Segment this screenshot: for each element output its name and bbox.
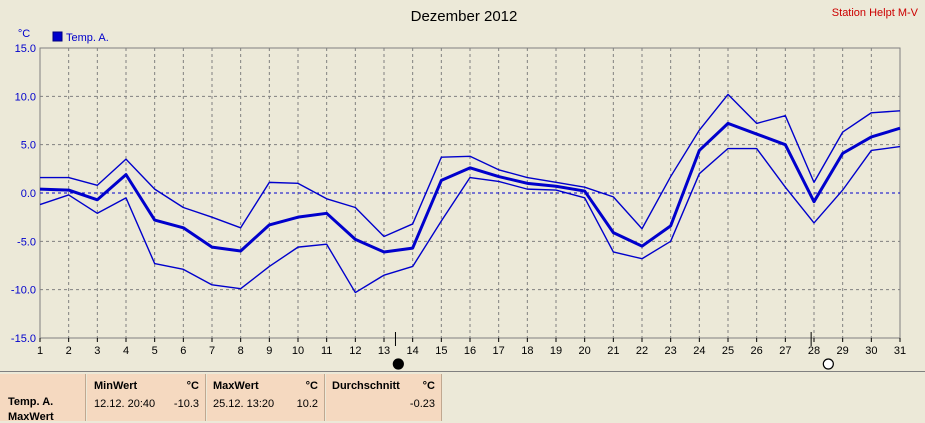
y-axis-ticks: 15.0 10.0 5.0 0.0 -5.0 -10.0 -15.0 <box>11 43 36 345</box>
y-tick-label: 10.0 <box>15 91 36 103</box>
legend-label: Temp. A. <box>66 32 109 44</box>
average-value-box: Durchschnitt °C -0.23 <box>326 374 442 421</box>
grid <box>40 48 900 338</box>
x-tick-label: 18 <box>521 345 533 357</box>
x-tick-label: 22 <box>636 345 648 357</box>
max-value: 10.2 <box>296 398 318 410</box>
extreme-marker-max <box>822 358 834 370</box>
min-value: -10.3 <box>173 398 199 410</box>
x-tick-label: 27 <box>779 345 791 357</box>
station-label: Station Helpt M-V <box>832 7 919 19</box>
series-line-min <box>39 145 901 294</box>
y-tick-label: -10.0 <box>11 285 36 297</box>
legend-swatch <box>52 31 63 42</box>
x-tick-label: 16 <box>464 345 476 357</box>
x-tick-label: 14 <box>407 345 419 357</box>
min-header: MinWert <box>94 380 138 392</box>
x-tick-label: 11 <box>321 345 332 357</box>
min-value-box: MinWert °C 12.12. 20:40 -10.3 <box>87 374 206 421</box>
x-tick-label: 30 <box>865 345 877 357</box>
y-tick-label: -5.0 <box>17 236 36 248</box>
extreme-markers <box>392 332 834 370</box>
chart-title: Dezember 2012 <box>411 8 518 25</box>
max-time: 25.12. 13:20 <box>213 398 275 410</box>
series-layer <box>39 93 901 294</box>
x-tick-label: 13 <box>378 345 390 357</box>
x-tick-label: 29 <box>837 345 849 357</box>
series-line-avg <box>39 121 901 254</box>
y-tick-label: 15.0 <box>15 43 36 55</box>
x-tick-label: 4 <box>123 345 129 357</box>
x-axis-ticks: 1 2 3 4 5 6 7 8 9 10 11 12 13 14 15 16 17 18 19 20 21 22 23 24 2… <box>37 338 906 357</box>
min-unit: °C <box>186 380 199 392</box>
stats-panel: Temp. A. MaxWert MinWert °C 12.12. 20:40… <box>0 371 925 423</box>
stats-row-label-2: MaxWert <box>8 411 54 423</box>
stats-row-label: Temp. A. <box>8 396 54 408</box>
x-tick-label: 1 <box>37 345 43 357</box>
x-tick-label: 7 <box>209 345 215 357</box>
x-tick-label: 24 <box>693 345 705 357</box>
x-tick-label: 8 <box>238 345 244 357</box>
temperature-chart: Dezember 2012 Station Helpt M-V °C Temp.… <box>11 7 919 370</box>
avg-header: Durchschnitt <box>332 380 400 392</box>
stats-label-box: Temp. A. MaxWert <box>0 374 86 423</box>
y-tick-label: 0.0 <box>21 188 36 200</box>
x-tick-label: 21 <box>607 345 619 357</box>
x-tick-label: 26 <box>751 345 763 357</box>
x-tick-label: 17 <box>493 345 505 357</box>
x-tick-label: 23 <box>665 345 677 357</box>
x-tick-label: 12 <box>349 345 361 357</box>
x-tick-label: 5 <box>152 345 158 357</box>
x-tick-label: 10 <box>292 345 304 357</box>
series-line-max <box>40 93 901 238</box>
y-tick-label: 5.0 <box>21 140 36 152</box>
x-tick-label: 31 <box>894 345 906 357</box>
max-value-box: MaxWert °C 25.12. 13:20 10.2 <box>207 374 325 421</box>
y-axis-unit-label: °C <box>18 28 30 40</box>
x-tick-label: 20 <box>579 345 591 357</box>
max-unit: °C <box>305 380 318 392</box>
x-tick-label: 3 <box>94 345 100 357</box>
extreme-marker-min <box>392 358 404 370</box>
avg-value: -0.23 <box>409 398 435 410</box>
y-tick-label: -15.0 <box>11 333 36 345</box>
x-tick-label: 25 <box>722 345 734 357</box>
max-header: MaxWert <box>213 380 259 392</box>
x-tick-label: 9 <box>266 345 272 357</box>
x-tick-label: 2 <box>66 345 72 357</box>
x-tick-label: 28 <box>808 345 820 357</box>
x-tick-label: 6 <box>180 345 186 357</box>
x-tick-label: 15 <box>435 345 447 357</box>
x-tick-label: 19 <box>550 345 562 357</box>
avg-unit: °C <box>422 380 435 392</box>
min-time: 12.12. 20:40 <box>94 398 156 410</box>
